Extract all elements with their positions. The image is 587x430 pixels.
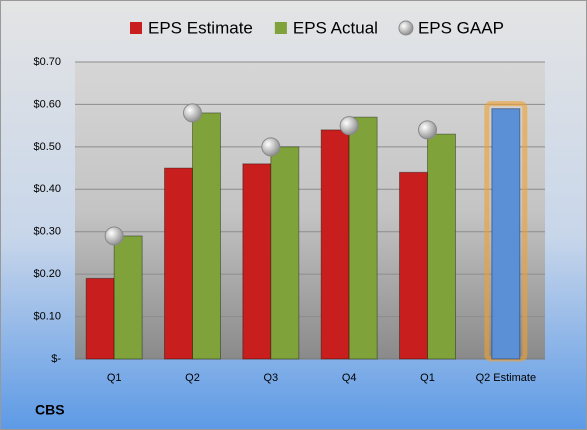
bar	[348, 116, 378, 360]
marker	[339, 116, 359, 136]
x-tick-label: Q1	[107, 372, 122, 384]
x-tick-label: Q3	[263, 372, 278, 384]
y-tick-label: $0.50	[33, 141, 61, 153]
plot-area	[75, 62, 545, 359]
x-tick-label: Q1	[420, 372, 435, 384]
bar	[85, 277, 115, 360]
y-tick-label: $0.10	[33, 310, 61, 322]
bar	[491, 108, 521, 360]
y-tick-label: $0.40	[33, 183, 61, 195]
bar	[164, 167, 193, 360]
bar	[113, 235, 143, 360]
marker	[418, 120, 437, 140]
marker	[104, 226, 124, 246]
bar	[427, 133, 456, 360]
bar	[320, 129, 350, 360]
bar	[399, 171, 428, 360]
legend-label: EPS GAAP	[418, 18, 504, 37]
y-tick-label: $0.30	[33, 226, 61, 238]
y-tick-label: $0.60	[33, 98, 61, 110]
x-tick-label: Q2	[185, 372, 200, 384]
x-tick-label: Q2 Estimate	[476, 372, 537, 384]
footer: CBS	[35, 402, 65, 418]
legend-label: EPS Actual	[293, 18, 378, 37]
bar	[192, 112, 221, 360]
bar	[270, 146, 300, 360]
x-tick-label: Q4	[342, 372, 357, 384]
legend-marker	[130, 22, 142, 34]
legend-label: EPS Estimate	[148, 18, 253, 37]
y-tick-label: $0.70	[33, 56, 61, 68]
legend-marker	[274, 22, 287, 34]
marker	[261, 137, 281, 157]
bar	[242, 163, 272, 360]
legend-marker	[398, 20, 414, 36]
y-tick-label: $0.20	[33, 268, 61, 280]
marker	[183, 103, 202, 123]
y-tick-label: $-	[51, 353, 61, 365]
